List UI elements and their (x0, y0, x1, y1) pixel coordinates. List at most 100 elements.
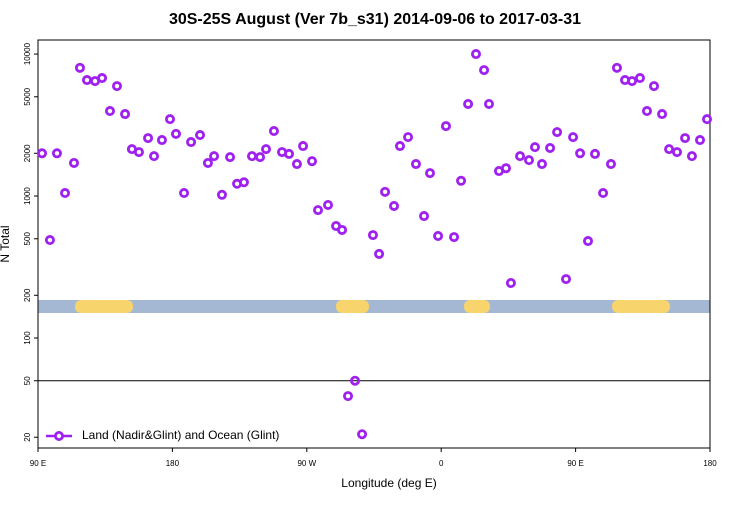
y-axis-label: N Total (0, 225, 12, 262)
point (357, 429, 368, 440)
y-tick-label: 200 (23, 288, 32, 302)
land-segment (336, 300, 369, 313)
point (440, 121, 451, 132)
legend-label: Land (Nadir&Glint) and Ocean (Glint) (82, 428, 279, 442)
y-tick-label: 500 (23, 232, 32, 246)
point (312, 205, 323, 216)
point (575, 148, 586, 159)
land-segment (464, 300, 490, 313)
point (552, 127, 563, 138)
land-ocean-band (38, 300, 710, 313)
point (143, 133, 154, 144)
point (120, 109, 131, 120)
point (380, 186, 391, 197)
point (261, 144, 272, 155)
point (605, 159, 616, 170)
point (323, 199, 334, 210)
point (60, 188, 71, 199)
point (225, 152, 236, 163)
point (524, 155, 535, 166)
point (657, 109, 668, 120)
legend-marker (54, 430, 65, 441)
point (307, 156, 318, 167)
point (664, 144, 675, 155)
land-segment (75, 300, 133, 313)
point (202, 157, 213, 168)
point (627, 76, 638, 87)
point (582, 236, 593, 247)
point (403, 132, 414, 143)
x-tick-label: 90 W (297, 459, 316, 468)
point (470, 49, 481, 60)
y-tick-label: 20 (23, 432, 32, 441)
point (350, 375, 361, 386)
point (456, 175, 467, 186)
y-tick-label: 1000 (23, 187, 32, 205)
point (238, 177, 249, 188)
point (179, 188, 190, 199)
point (529, 142, 540, 153)
chart-title: 30S-25S August (Ver 7b_s31) 2014-09-06 t… (169, 11, 581, 28)
point (111, 81, 122, 92)
point (501, 163, 512, 174)
point (104, 106, 115, 117)
point (483, 98, 494, 109)
point (337, 224, 348, 235)
point (649, 81, 660, 92)
x-tick-label: 180 (166, 459, 180, 468)
point (284, 148, 295, 159)
point (165, 114, 176, 125)
point (424, 168, 435, 179)
point (298, 141, 309, 152)
point (37, 148, 48, 159)
plot-frame (37, 39, 711, 449)
point (156, 135, 167, 146)
land-segment (612, 300, 670, 313)
point (568, 132, 579, 143)
x-tick-label: 90 E (567, 459, 583, 468)
x-axis-label: Longitude (deg E) (341, 476, 436, 490)
point (246, 151, 257, 162)
point (343, 391, 354, 402)
y-tick-label: 10000 (23, 42, 32, 65)
point (590, 148, 601, 159)
point (641, 106, 652, 117)
point (170, 128, 181, 139)
point (537, 159, 548, 170)
x-tick-label: 90 E (30, 459, 46, 468)
point (463, 98, 474, 109)
point (634, 73, 645, 84)
point (433, 230, 444, 241)
point (133, 147, 144, 158)
point (671, 147, 682, 158)
point (68, 157, 79, 168)
point (394, 141, 405, 152)
ocean-band (38, 300, 710, 313)
point (410, 159, 421, 170)
point (449, 232, 460, 243)
point (216, 189, 227, 200)
point (209, 151, 220, 162)
point (561, 274, 572, 285)
point (51, 148, 62, 159)
point (611, 62, 622, 73)
point (680, 133, 691, 144)
point (694, 135, 705, 146)
y-tick-label: 2000 (23, 144, 32, 162)
point (419, 211, 430, 222)
point (505, 278, 516, 289)
y-tick-label: 5000 (23, 87, 32, 105)
point (686, 151, 697, 162)
y-tick-label: 100 (23, 331, 32, 345)
point (149, 151, 160, 162)
point (389, 200, 400, 211)
point (255, 152, 266, 163)
point (479, 65, 490, 76)
point (291, 159, 302, 170)
point (374, 248, 385, 259)
x-tick-label: 0 (439, 459, 444, 468)
point (44, 235, 55, 246)
point (268, 126, 279, 137)
point (367, 230, 378, 241)
